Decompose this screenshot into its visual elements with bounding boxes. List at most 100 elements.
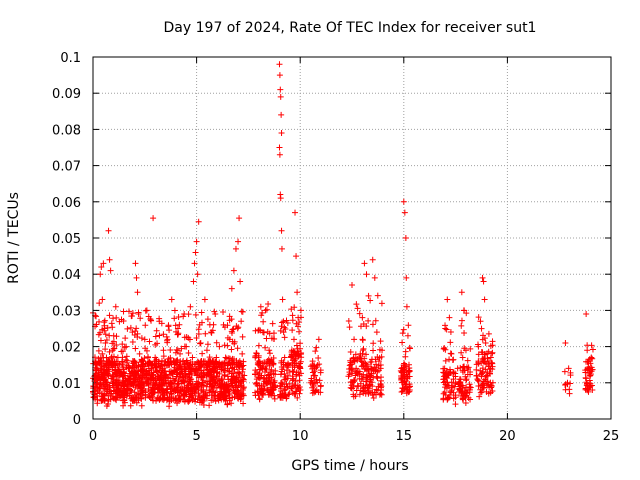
data-point xyxy=(225,391,232,398)
data-point xyxy=(191,260,198,267)
data-point xyxy=(132,328,139,335)
data-point xyxy=(447,350,454,357)
data-point xyxy=(154,375,161,382)
data-point xyxy=(165,374,172,381)
data-point xyxy=(256,375,263,382)
data-point xyxy=(173,346,180,353)
data-point xyxy=(186,363,193,370)
data-point xyxy=(224,342,231,349)
data-point xyxy=(228,400,235,407)
data-point xyxy=(362,390,369,397)
data-point xyxy=(122,335,129,342)
data-point xyxy=(240,400,247,407)
data-point xyxy=(95,347,102,354)
data-point xyxy=(198,387,205,394)
data-point xyxy=(288,354,295,361)
data-point xyxy=(201,361,208,368)
data-point xyxy=(155,389,162,396)
data-point xyxy=(292,209,299,216)
data-point xyxy=(97,271,104,278)
data-point xyxy=(565,365,572,372)
data-point xyxy=(158,369,165,376)
data-point xyxy=(170,387,177,394)
data-point xyxy=(204,316,211,323)
data-point xyxy=(266,350,273,357)
data-point xyxy=(475,351,482,358)
data-point xyxy=(317,383,324,390)
data-point xyxy=(561,368,568,375)
data-point xyxy=(104,324,111,331)
data-point xyxy=(114,360,121,367)
data-point xyxy=(359,359,366,366)
data-point xyxy=(198,358,205,365)
data-point xyxy=(99,350,106,357)
data-point xyxy=(583,375,590,382)
data-point xyxy=(101,385,108,392)
data-point xyxy=(284,375,291,382)
data-point xyxy=(239,350,246,357)
data-point xyxy=(458,322,465,329)
data-point xyxy=(198,394,205,401)
data-point xyxy=(139,372,146,379)
data-point xyxy=(166,398,173,405)
data-point xyxy=(198,309,205,316)
data-point xyxy=(174,331,181,338)
data-point xyxy=(262,307,269,314)
data-point xyxy=(485,348,492,355)
data-point xyxy=(124,325,131,332)
data-point xyxy=(193,334,200,341)
data-point xyxy=(269,360,276,367)
data-point xyxy=(236,394,243,401)
data-point xyxy=(372,317,379,324)
data-point xyxy=(105,227,112,234)
data-point xyxy=(475,314,482,321)
data-point xyxy=(96,300,103,307)
data-point xyxy=(265,391,272,398)
data-point xyxy=(489,388,496,395)
data-point xyxy=(461,307,468,314)
data-point xyxy=(159,387,166,394)
data-point xyxy=(113,333,120,340)
data-point xyxy=(131,379,138,386)
data-point xyxy=(285,391,292,398)
data-point xyxy=(135,362,142,369)
plot-frame xyxy=(92,56,612,420)
data-point xyxy=(234,361,241,368)
data-point xyxy=(398,374,405,381)
data-point xyxy=(562,381,569,388)
data-point xyxy=(160,331,167,338)
data-point xyxy=(231,340,238,347)
data-point xyxy=(163,380,170,387)
data-point xyxy=(264,358,271,365)
data-point xyxy=(348,378,355,385)
data-point xyxy=(365,317,372,324)
data-point xyxy=(279,296,286,303)
data-point xyxy=(208,383,215,390)
y-tick-label: 0.03 xyxy=(52,304,81,319)
data-point xyxy=(562,382,569,389)
data-point xyxy=(99,296,106,303)
data-point xyxy=(294,394,301,401)
data-point xyxy=(132,260,139,267)
data-point xyxy=(313,344,320,351)
data-point xyxy=(309,390,316,397)
data-point xyxy=(347,349,354,356)
data-point xyxy=(473,366,480,373)
data-point xyxy=(101,322,108,329)
data-point xyxy=(584,386,591,393)
data-point xyxy=(184,398,191,405)
data-point xyxy=(201,296,208,303)
data-point xyxy=(153,397,160,404)
data-point xyxy=(346,324,353,331)
data-point xyxy=(194,271,201,278)
data-point xyxy=(489,342,496,349)
data-point xyxy=(148,365,155,372)
data-point xyxy=(209,380,216,387)
data-point xyxy=(204,371,211,378)
data-point xyxy=(144,353,151,360)
data-point xyxy=(222,388,229,395)
data-point xyxy=(279,394,286,401)
x-tick-label: 20 xyxy=(499,429,516,444)
data-point xyxy=(171,307,178,314)
